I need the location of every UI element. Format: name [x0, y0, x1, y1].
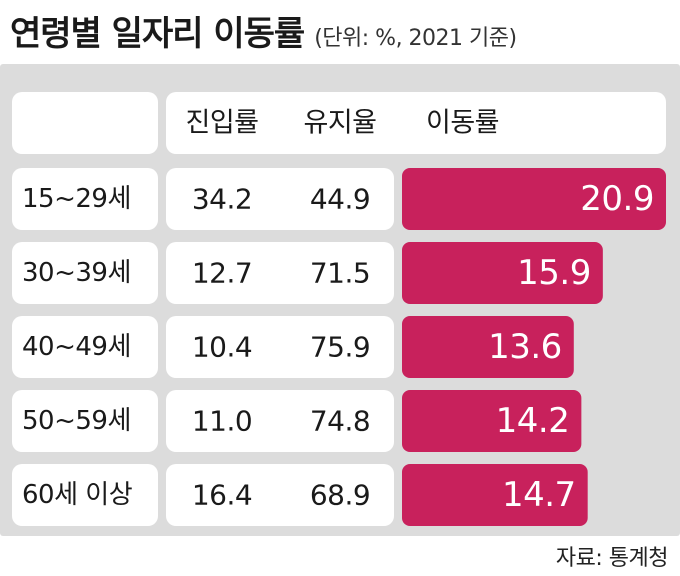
entry-rate-value: 11.0	[192, 405, 252, 438]
retention-rate-value: 74.8	[310, 405, 370, 438]
retention-rate-value: 44.9	[310, 183, 370, 216]
row-label: 15~29세	[22, 184, 131, 214]
column-header-mobility: 이동률	[426, 108, 499, 139]
entry-rate-value: 12.7	[192, 257, 252, 290]
row-label-cell	[12, 316, 158, 378]
row-value-cells	[166, 464, 394, 526]
row-value-cells	[166, 316, 394, 378]
rate-table: 진입률 유지율 이동률 15~29세 34.2 44.9 20.9 30~39세 12.7 71.…	[12, 92, 666, 526]
entry-rate-value: 34.2	[192, 183, 252, 216]
row-label-cell	[12, 464, 158, 526]
entry-rate-value: 10.4	[192, 331, 252, 364]
retention-rate-value: 71.5	[310, 257, 370, 290]
mobility-bar	[402, 390, 582, 452]
mobility-bar-label: 13.6	[488, 327, 562, 367]
row-value-cells	[166, 168, 394, 230]
row-value-cells	[166, 390, 394, 452]
chart-title: 연령별 일자리 이동률	[10, 14, 305, 54]
row-label: 50~59세	[22, 406, 131, 436]
mobility-bar-label: 14.7	[502, 475, 576, 515]
mobility-bar	[402, 242, 603, 304]
row-label-cell	[12, 390, 158, 452]
row-label-cell	[12, 168, 158, 230]
entry-rate-value: 16.4	[192, 479, 252, 512]
row-label: 40~49세	[22, 332, 131, 362]
chart-subtitle: (단위: %, 2021 기준)	[314, 26, 517, 51]
retention-rate-value: 75.9	[310, 331, 370, 364]
mobility-bar-label: 20.9	[580, 179, 654, 219]
row-label: 60세 이상	[22, 480, 132, 510]
header-cell-blank	[12, 92, 158, 154]
mobility-bar-label: 14.2	[496, 401, 570, 441]
column-header-entry: 진입률	[185, 108, 258, 139]
mobility-bar	[402, 464, 588, 526]
row-value-cells	[166, 242, 394, 304]
mobility-bar-label: 15.9	[517, 253, 591, 293]
title-area: 연령별 일자리 이동률 (단위: %, 2021 기준)	[10, 6, 517, 58]
row-label: 30~39세	[22, 258, 131, 288]
source-note: 자료: 통계청	[555, 546, 669, 571]
mobility-bar	[402, 168, 666, 230]
retention-rate-value: 68.9	[310, 479, 370, 512]
column-header-retention: 유지율	[303, 108, 376, 139]
mobility-bar	[402, 316, 574, 378]
row-label-cell	[12, 242, 158, 304]
header-cell-bg	[166, 92, 666, 154]
